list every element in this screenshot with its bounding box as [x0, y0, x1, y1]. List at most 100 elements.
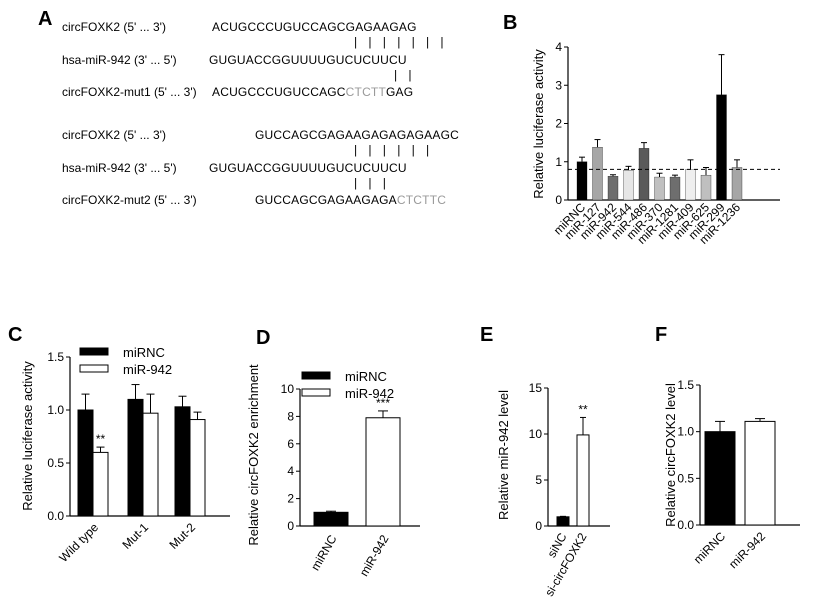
bar	[669, 176, 681, 201]
bar	[313, 511, 349, 527]
y-axis-label-c: Relative luciferase activity	[20, 361, 35, 511]
y-tick-label-e: 5	[535, 473, 542, 487]
y-axis-label-b: Relative luciferase activity	[531, 49, 546, 199]
y-tick-label-d: 10	[281, 382, 295, 396]
bar	[127, 398, 144, 517]
seq-g1-circfoxk2: ACUGCCCUGUCCAGCGAGAAGAG	[212, 20, 417, 34]
bar	[77, 409, 94, 517]
y-tick-label-f: 1.0	[677, 425, 694, 439]
seq-plain: ACUGCCCUGUCCAGCGAGAAGAG	[212, 20, 417, 34]
seq-label-g1-3: circFOXK2-mut1 (5' ... 3')	[62, 85, 197, 99]
y-tick-label-c: 0.5	[47, 456, 64, 470]
y-tick-label-b: 0	[555, 193, 562, 207]
seq-g1-mut1: ACUGCCCUGUCCAGCCTCTTGAG	[212, 85, 413, 99]
bar	[576, 434, 590, 527]
legend-swatch	[301, 388, 331, 397]
panel-letter-a: A	[38, 8, 53, 30]
seq-g2-mut2: GUCCAGCGAGAAGAGACTCTTC	[255, 193, 446, 207]
y-tick-label-d: 8	[287, 409, 294, 423]
seq-tail: GAG	[386, 85, 414, 99]
y-tick-label-d: 0	[287, 519, 294, 533]
pairing-bars-g2-bottom: | | |	[352, 177, 389, 191]
significance-label: ***	[376, 396, 390, 410]
y-axis-label-f: Relative circFOXK2 level	[663, 383, 678, 527]
seq-plain: GUGUACCGGUUUUGUCUCUUCU	[209, 53, 407, 67]
bar	[174, 406, 191, 517]
bar	[556, 516, 570, 527]
bar	[576, 161, 588, 201]
panel-letter-f: F	[655, 324, 668, 346]
x-tick-label-c: Wild type	[56, 520, 101, 565]
y-tick-label-e: 0	[535, 519, 542, 533]
seq-g2-mirna: GUGUACCGGUUUUGUCUCUUCU	[209, 161, 407, 175]
seq-mutated: CTCTT	[345, 85, 386, 99]
x-tick-label-f: miRNC	[691, 529, 728, 566]
significance-label: **	[578, 402, 588, 416]
y-tick-label-c: 1.0	[47, 403, 64, 417]
seq-label-g1-1: circFOXK2 (5' ... 3')	[62, 20, 166, 34]
bar	[716, 94, 727, 201]
y-tick-label-d: 4	[287, 464, 294, 478]
x-tick-label-c: Mut-1	[120, 520, 152, 552]
chart-c-luciferase-mutants: 0.0 0.5 1.0 1.5 Relative luciferase activity…	[20, 345, 230, 565]
y-tick-label-f: 0.0	[677, 518, 694, 532]
legend-label: miR-942	[123, 362, 172, 377]
bar	[638, 148, 650, 201]
bar	[700, 174, 712, 201]
seq-mutated: CTCTTC	[396, 193, 447, 207]
y-tick-label-b: 2	[555, 117, 562, 131]
legend-swatch	[301, 371, 331, 380]
pairing-bars-g1-bottom: | |	[392, 69, 414, 83]
seq-plain: GUCCAGCGAGAAGAGAGAGAAGC	[255, 128, 459, 142]
sequence-alignment-panel: circFOXK2 (5' ... 3') ACUGCCCUGUCCAGCGAG…	[0, 0, 470, 250]
y-tick-label-b: 3	[555, 78, 562, 92]
bar	[623, 170, 634, 201]
seq-g1-mirna: GUGUACCGGUUUUGUCUCUUCU	[209, 53, 407, 67]
bar	[607, 176, 619, 201]
seq-label-g2-3: circFOXK2-mut2 (5' ... 3')	[62, 193, 197, 207]
y-tick-label-c: 1.5	[47, 350, 64, 364]
seq-plain: GUCCAGCGAGAAGAGA	[255, 193, 397, 207]
seq-g2-circfoxk2: GUCCAGCGAGAAGAGAGAGAAGC	[255, 128, 459, 142]
y-tick-label-f: 1.5	[677, 378, 694, 392]
legend-label: miR-942	[345, 386, 394, 401]
y-tick-label-e: 10	[529, 427, 543, 441]
y-axis-label-e: Relative miR-942 level	[496, 390, 511, 520]
legend-label: miRNC	[123, 345, 165, 360]
y-tick-label-c: 0.0	[47, 509, 64, 523]
bar	[685, 169, 696, 201]
y-axis-label-d: Relative circFOXK2 enrichment	[246, 364, 261, 546]
pairing-bars-g1-top: | | | | | | |	[352, 36, 446, 50]
bar	[731, 167, 743, 201]
x-tick-label-d: miRNC	[308, 532, 340, 573]
pairing-bars-g2-top: | | | | | |	[352, 144, 432, 158]
x-tick-label-c: Mut-2	[167, 520, 199, 552]
significance-label: **	[96, 432, 106, 446]
y-tick-label-d: 2	[287, 492, 294, 506]
panel-letter-d: D	[256, 327, 271, 349]
chart-d-enrichment: 0 2 4 6 8 10 Relative circFOXK2 enrichment miRN…	[246, 364, 420, 579]
seq-label-g2-1: circFOXK2 (5' ... 3')	[62, 128, 166, 142]
y-tick-label-b: 1	[555, 155, 562, 169]
legend-swatch	[79, 347, 109, 356]
y-tick-label-f: 0.5	[677, 471, 694, 485]
y-tick-label-d: 6	[287, 437, 294, 451]
bar	[189, 419, 206, 517]
panel-letter-c: C	[8, 324, 23, 346]
legend-swatch	[79, 364, 109, 373]
bar	[704, 431, 736, 526]
x-tick-label-f: miR-942	[726, 529, 768, 571]
legend-label: miRNC	[345, 369, 387, 384]
seq-label-g1-2: hsa-miR-942 (3' ... 5')	[62, 53, 177, 67]
bar	[744, 420, 776, 526]
seq-label-g2-2: hsa-miR-942 (3' ... 5')	[62, 161, 177, 175]
seq-plain: ACUGCCCUGUCCAGC	[212, 85, 346, 99]
panel-letter-b: B	[503, 12, 518, 34]
x-tick-label-d: miR-942	[357, 532, 392, 579]
y-tick-label-b: 4	[555, 40, 562, 54]
panel-letter-e: E	[480, 324, 494, 346]
